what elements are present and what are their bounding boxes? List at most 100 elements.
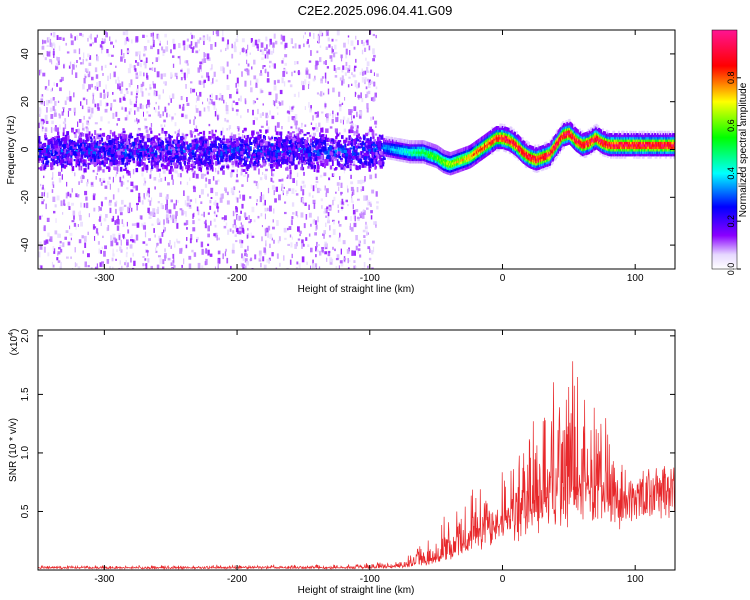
- band-cell: [204, 163, 208, 167]
- band-cell: [62, 147, 66, 151]
- band-cell: [179, 140, 184, 143]
- band-cell: [196, 155, 198, 158]
- noise-cell: [172, 55, 175, 58]
- band-cell: [337, 155, 340, 158]
- noise-cell: [117, 83, 120, 90]
- band-cell: [44, 165, 47, 169]
- noise-cell: [144, 258, 147, 261]
- band-cell: [120, 138, 123, 142]
- noise-cell: [196, 206, 199, 212]
- noise-cell: [338, 103, 342, 107]
- band-cell: [140, 159, 143, 165]
- noise-cell: [264, 173, 267, 179]
- noise-cell: [268, 257, 271, 261]
- noise-cell: [238, 190, 241, 193]
- band-cell: [356, 152, 360, 156]
- band-cell: [93, 148, 97, 151]
- band-cell: [302, 151, 305, 156]
- band-cell: [85, 133, 88, 137]
- band-cell: [142, 146, 145, 149]
- noise-cell: [58, 247, 61, 250]
- noise-cell: [209, 97, 211, 100]
- band-cell: [173, 139, 176, 142]
- noise-cell: [141, 222, 143, 227]
- noise-cell: [316, 224, 318, 230]
- noise-cell: [138, 192, 141, 199]
- band-cell: [272, 145, 275, 151]
- noise-cell: [238, 136, 240, 139]
- band-cell: [231, 160, 235, 166]
- band-cell: [99, 128, 102, 131]
- band-cell: [274, 162, 277, 165]
- noise-cell: [328, 235, 332, 238]
- noise-cell: [67, 191, 70, 197]
- noise-cell: [308, 73, 311, 79]
- band-cell: [292, 161, 295, 164]
- band-cell: [329, 165, 333, 170]
- band-cell: [172, 147, 175, 151]
- noise-cell: [353, 133, 356, 136]
- noise-cell: [210, 187, 214, 194]
- noise-cell: [186, 63, 189, 66]
- noise-cell: [150, 45, 153, 50]
- noise-cell: [326, 66, 329, 69]
- band-cell: [225, 149, 229, 155]
- band-cell: [365, 132, 368, 137]
- band-cell: [241, 156, 244, 159]
- band-cell: [187, 162, 190, 165]
- band-cell: [253, 165, 257, 171]
- noise-cell: [207, 98, 209, 102]
- band-cell: [235, 153, 238, 157]
- noise-cell: [216, 147, 219, 150]
- noise-cell: [45, 120, 49, 124]
- noise-cell: [255, 78, 259, 83]
- band-cell: [51, 153, 54, 156]
- band-cell: [124, 137, 126, 143]
- noise-cell: [327, 37, 330, 42]
- band-cell: [215, 161, 218, 166]
- noise-cell: [125, 88, 128, 91]
- band-cell: [325, 128, 329, 133]
- band-cell: [178, 153, 182, 157]
- noise-cell: [346, 185, 348, 189]
- noise-cell: [361, 49, 364, 55]
- band-cell: [44, 135, 47, 138]
- noise-cell: [339, 100, 341, 104]
- band-cell: [125, 167, 127, 170]
- noise-cell: [115, 111, 118, 117]
- band-cell: [111, 156, 114, 160]
- band-cell: [191, 160, 194, 163]
- noise-cell: [195, 173, 199, 179]
- band-cell: [164, 156, 167, 162]
- band-cell: [236, 143, 239, 148]
- noise-cell: [62, 121, 66, 124]
- band-cell: [170, 144, 174, 148]
- noise-cell: [362, 209, 365, 213]
- noise-cell: [119, 86, 121, 91]
- band-cell: [54, 126, 57, 132]
- band-cell: [354, 154, 357, 159]
- noise-cell: [173, 265, 176, 268]
- band-cell: [84, 152, 87, 155]
- noise-cell: [114, 202, 117, 207]
- noise-cell: [162, 259, 165, 265]
- band-cell: [71, 139, 74, 143]
- band-cell: [310, 144, 312, 150]
- band-cell: [326, 137, 330, 143]
- band-cell: [369, 158, 373, 162]
- noise-cell: [256, 117, 258, 121]
- noise-cell: [226, 257, 229, 264]
- band-cell: [380, 135, 384, 140]
- band-cell: [190, 163, 194, 167]
- noise-cell: [374, 92, 377, 98]
- noise-cell: [183, 190, 185, 196]
- noise-cell: [121, 199, 124, 205]
- noise-cell: [289, 105, 291, 111]
- noise-cell: [158, 56, 160, 61]
- noise-cell: [142, 81, 145, 87]
- noise-cell: [245, 53, 248, 57]
- noise-cell: [324, 251, 327, 255]
- band-cell: [315, 154, 318, 158]
- band-cell: [340, 145, 343, 148]
- band-cell: [340, 159, 343, 162]
